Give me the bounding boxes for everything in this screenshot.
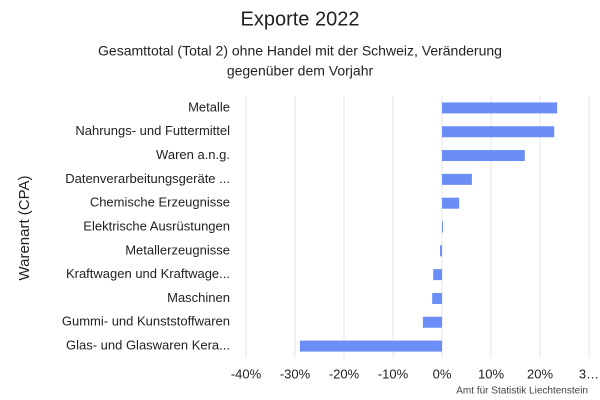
y-tick-label: Maschinen bbox=[167, 290, 230, 305]
x-tick-label: 20% bbox=[527, 366, 553, 381]
y-tick-label: Nahrungs- und Futtermittel bbox=[75, 123, 230, 138]
bar bbox=[442, 197, 460, 209]
y-axis-label: Warenart (CPA) bbox=[16, 175, 33, 280]
x-tick-label: -40% bbox=[231, 366, 262, 381]
bar bbox=[422, 316, 442, 328]
bar bbox=[432, 292, 442, 304]
bar bbox=[440, 245, 442, 257]
x-tick-label: -10% bbox=[378, 366, 409, 381]
y-tick-label: Chemische Erzeugnisse bbox=[90, 195, 230, 210]
bar bbox=[299, 340, 442, 352]
y-tick-label: Gummi- und Kunststoffwaren bbox=[62, 314, 230, 329]
y-tick-label: Metallerzeugnisse bbox=[125, 242, 230, 257]
chart-subtitle: gegenüber dem Vorjahr bbox=[227, 63, 374, 79]
y-tick-label: Kraftwagen und Kraftwage... bbox=[66, 266, 230, 281]
bar bbox=[442, 102, 558, 114]
y-tick-label: Datenverarbeitungsgeräte ... bbox=[65, 171, 230, 186]
y-tick-label: Elektrische Ausrüstungen bbox=[83, 218, 230, 233]
x-tick-label: -20% bbox=[329, 366, 360, 381]
x-tick-label: 0% bbox=[433, 366, 452, 381]
x-tick-label: -30% bbox=[280, 366, 311, 381]
chart-subtitle: Gesamttotal (Total 2) ohne Handel mit de… bbox=[98, 43, 502, 59]
x-tick-label: 3… bbox=[579, 366, 599, 381]
chart-title: Exporte 2022 bbox=[241, 8, 360, 30]
bar bbox=[442, 173, 472, 185]
bar bbox=[433, 269, 442, 281]
bar bbox=[442, 150, 525, 162]
y-tick-label: Waren a.n.g. bbox=[156, 147, 230, 162]
x-tick-label: 10% bbox=[478, 366, 504, 381]
bar bbox=[442, 126, 555, 138]
y-tick-label: Metalle bbox=[188, 99, 230, 114]
y-tick-label: Glas- und Glaswaren Kera... bbox=[66, 338, 230, 353]
source: Amt für Statistik Liechtenstein bbox=[456, 386, 588, 397]
bar bbox=[442, 221, 443, 233]
